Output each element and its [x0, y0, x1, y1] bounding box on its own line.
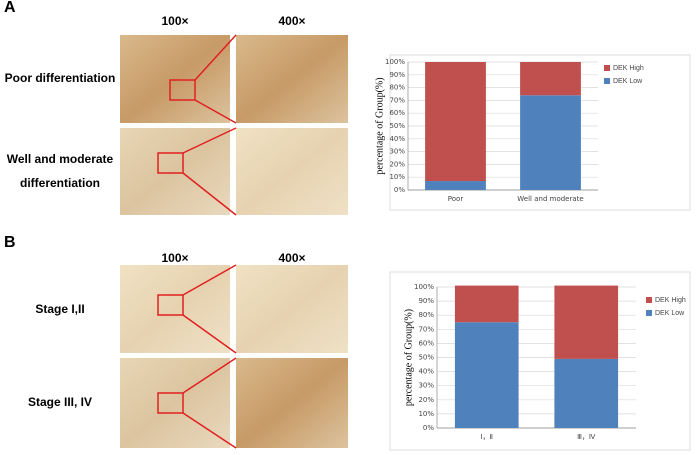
- row-label: differentiation: [20, 176, 100, 190]
- bar-segment: [454, 285, 519, 323]
- chart-frame: [389, 54, 691, 211]
- x-tick-label: Well and moderate: [517, 195, 583, 203]
- y-tick-label: 10%: [389, 173, 405, 181]
- legend-swatch: [646, 310, 652, 316]
- row-label: Poor differentiation: [5, 71, 116, 85]
- bar-segment: [425, 181, 486, 190]
- bar-segment: [454, 322, 519, 428]
- micrograph: [236, 265, 348, 353]
- x-tick-label: Poor: [448, 195, 464, 203]
- y-tick-label: 20%: [418, 396, 434, 404]
- y-axis-label: percentage of Group(%): [403, 309, 414, 406]
- y-tick-label: 100%: [385, 58, 405, 66]
- micrograph: [236, 35, 348, 123]
- y-tick-label: 0%: [423, 424, 434, 432]
- bar-segment: [520, 62, 581, 96]
- micrograph: [236, 358, 348, 448]
- legend-label: DEK Low: [655, 310, 685, 317]
- y-tick-label: 50%: [389, 122, 405, 130]
- y-tick-label: 80%: [418, 311, 434, 319]
- y-tick-label: 10%: [418, 410, 434, 418]
- legend-swatch: [646, 297, 652, 303]
- y-tick-label: 90%: [389, 71, 405, 79]
- row-label: Stage I,II: [35, 302, 84, 316]
- y-tick-label: 70%: [418, 325, 434, 333]
- y-tick-label: 90%: [418, 297, 434, 305]
- bar-segment: [425, 62, 486, 182]
- micrograph: [120, 358, 230, 448]
- zoom-markers: [157, 34, 237, 449]
- bar-segment: [554, 358, 619, 428]
- y-tick-label: 30%: [389, 148, 405, 156]
- y-tick-label: 60%: [418, 339, 434, 347]
- legend-swatch: [604, 65, 610, 71]
- legend-swatch: [604, 78, 610, 84]
- images: [120, 34, 348, 449]
- bar-segment: [520, 95, 581, 190]
- micrograph: [120, 265, 230, 353]
- magnification: 100×: [161, 251, 188, 265]
- panel-label: A: [4, 0, 16, 16]
- row-label: Stage III, IV: [28, 395, 92, 409]
- x-tick-label: Ⅲ，Ⅳ: [577, 433, 596, 441]
- y-tick-label: 60%: [389, 109, 405, 117]
- row-label: Well and moderate: [7, 152, 114, 166]
- legend-label: DEK High: [613, 65, 644, 72]
- panel-label: B: [4, 234, 16, 251]
- bar-segment: [554, 285, 619, 359]
- magnification: 100×: [161, 14, 188, 28]
- y-tick-label: 50%: [418, 354, 434, 362]
- magnification: 400×: [278, 251, 305, 265]
- micrograph: [120, 35, 230, 123]
- micrograph: [236, 128, 348, 215]
- y-axis-label: percentage of Group(%): [374, 77, 385, 174]
- micrograph: [120, 128, 230, 215]
- y-tick-label: 30%: [418, 382, 434, 390]
- y-tick-label: 20%: [389, 160, 405, 168]
- y-tick-label: 0%: [394, 186, 405, 194]
- y-tick-label: 80%: [389, 84, 405, 92]
- y-tick-label: 70%: [389, 96, 405, 104]
- y-tick-label: 40%: [389, 135, 405, 143]
- y-tick-label: 40%: [418, 368, 434, 376]
- magnification: 400×: [278, 14, 305, 28]
- legend-label: DEK Low: [613, 78, 643, 85]
- x-tick-label: Ⅰ，Ⅱ: [480, 433, 493, 441]
- chart-frame: [389, 271, 691, 451]
- legend-label: DEK High: [655, 297, 686, 304]
- y-tick-label: 100%: [414, 283, 434, 291]
